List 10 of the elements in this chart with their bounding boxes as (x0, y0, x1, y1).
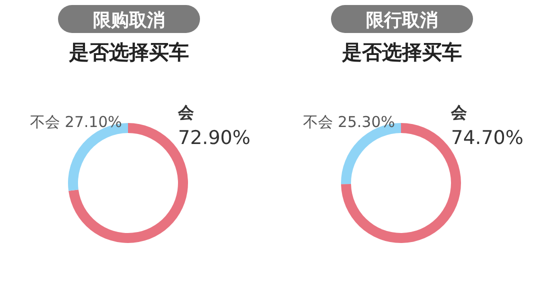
data-label: 74.70% (451, 127, 524, 149)
slice-label: 不会 25.30% (303, 113, 395, 131)
slice-label: 会 (450, 103, 468, 122)
data-label: 72.90% (178, 127, 250, 149)
slice-label: 会 (177, 103, 195, 122)
chart-title: 限行取消 (366, 10, 438, 31)
chart-subtitle: 是否选择买车 (341, 40, 462, 64)
slice-label: 不会 27.10% (30, 113, 122, 131)
chart-title: 限购取消 (93, 10, 165, 31)
chart-subtitle: 是否选择买车 (68, 40, 189, 64)
